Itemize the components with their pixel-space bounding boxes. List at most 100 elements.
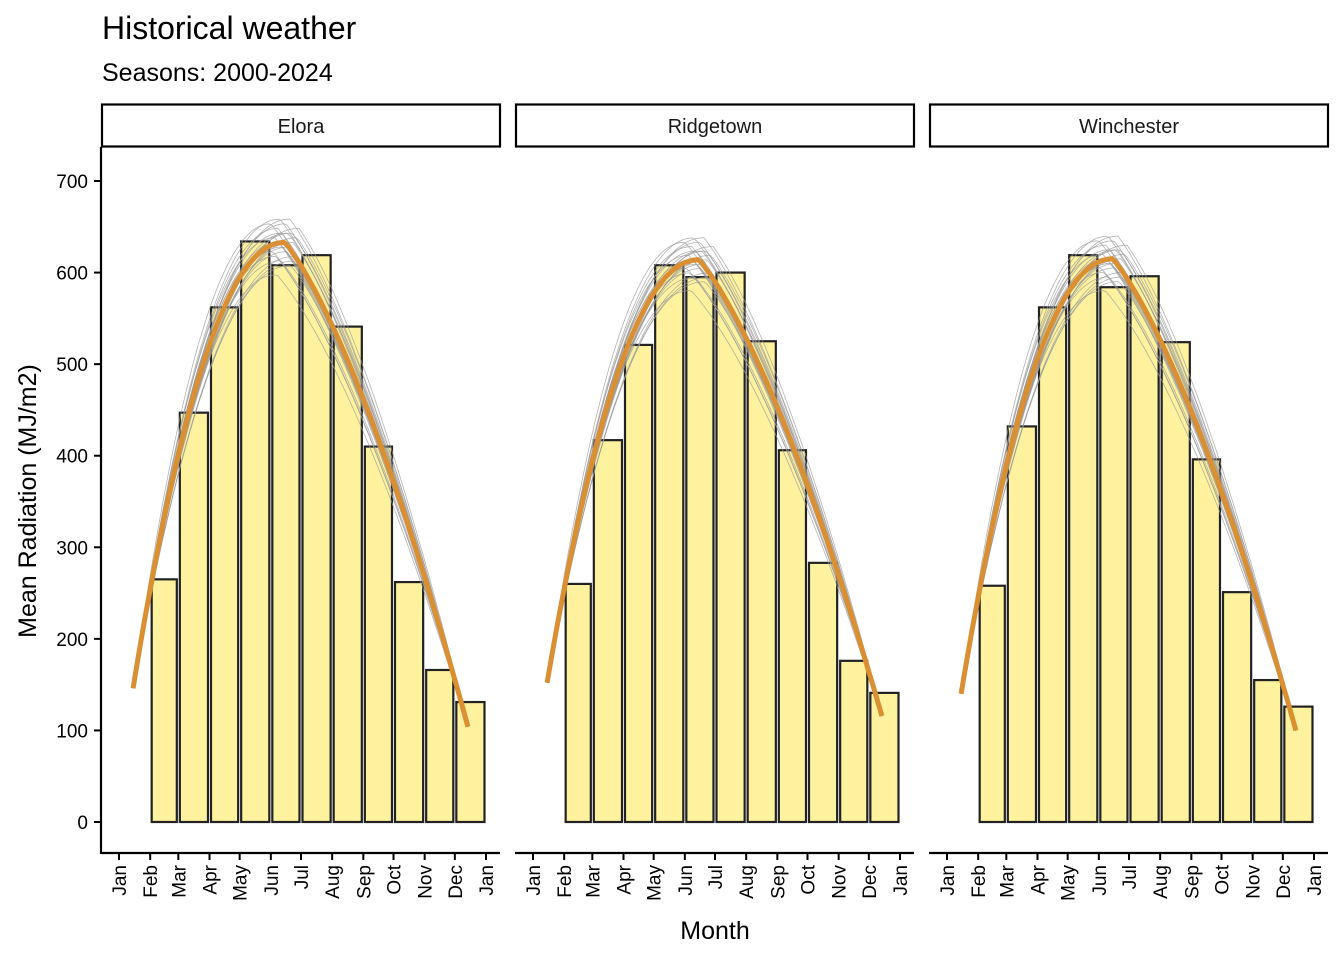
facet-panel-elora: Elora Jan Feb Mar Apr May Jun Jul Aug Sep Oct Nov De… [100,103,502,901]
x-tick-label: Mar [997,864,1018,897]
bar-aug [332,325,363,824]
facet-strip [100,103,502,148]
bar-feb [150,578,178,824]
bar-dec [869,691,900,824]
bar-jun [271,264,301,824]
year-curve-2019 [132,223,469,727]
x-tick-label: Jun [676,865,697,896]
year-curve-2017 [960,244,1297,731]
bar-mar [178,411,210,824]
bar-dec [455,700,486,824]
x-tick-label: Oct [798,864,819,894]
y-tick-label: 500 [56,355,88,376]
x-tick-label: Dec [446,865,467,899]
x-tick-label: Apr [200,864,221,894]
y-tick-label: 200 [56,630,88,651]
x-tick-label: Jan [938,865,959,896]
bar-aug [746,340,777,824]
bar-mar [592,439,624,824]
x-tick-label: Jan [110,865,131,896]
x-tick-label: Aug [737,865,758,899]
bar-feb [564,582,592,824]
x-axis-title: Month [680,917,749,945]
x-tick-label: Feb [555,865,576,898]
x-tick-label: Jan [477,865,498,896]
bar-sep [777,449,808,824]
x-tick-label: Sep [1182,865,1203,899]
x-tick-label: Dec [1274,865,1295,899]
smooth-line [130,239,471,728]
bar-sep [363,445,394,824]
bar-apr [623,343,654,824]
x-tick-label: Jun [1090,865,1111,896]
bar-may [654,264,685,824]
y-tick-label: 400 [56,447,88,468]
bar-feb [978,584,1006,824]
y-axis-title: Mean Radiation (MJ/m2) [14,364,42,638]
x-tick-label: May [231,865,252,901]
year-curve-2017 [132,227,469,727]
bar-aug [1160,341,1191,824]
x-tick-label: Jun [262,865,283,896]
bar-nov [425,668,455,824]
chart-subtitle: Seasons: 2000-2024 [102,59,333,87]
year-curve-2019 [960,240,1297,731]
x-tick-label: Jan [524,865,545,896]
x-tick-label: Jan [891,865,912,896]
bar-oct [807,561,839,824]
facet-strip-label: Winchester [1079,116,1179,138]
x-tick-label: Mar [169,864,190,897]
smooth-line [544,257,885,717]
bar-jun [685,276,715,824]
bar-jul [1129,275,1160,824]
y-tick-label: 100 [56,721,88,742]
y-tick-label: 300 [56,538,88,559]
x-tick-label: Oct [1212,864,1233,894]
smooth-line [958,256,1299,732]
x-tick-label: Dec [860,865,881,899]
bar-jul [715,271,746,824]
x-tick-label: Sep [354,865,375,899]
bar-may [240,240,271,824]
x-tick-label: Nov [1244,865,1265,899]
bar-oct [1221,591,1253,824]
x-tick-label: Nov [830,865,851,899]
x-tick-label: Jul [292,865,313,889]
facet-panels: Elora Jan Feb Mar Apr May Jun Jul Aug Sep Oct Nov De… [100,103,1330,901]
bar-apr [1037,306,1068,824]
bar-jul [301,254,332,824]
year-curve-2019 [546,241,883,716]
x-tick-label: Nov [416,865,437,899]
bar-sep [1191,458,1222,824]
chart-title: Historical weather [102,10,357,46]
facet-panel-ridgetown: Ridgetown Jan Feb Mar Apr May Jun Jul Aug Sep Oct N… [514,103,916,901]
bar-oct [393,580,425,824]
x-tick-label: Oct [384,864,405,894]
x-tick-label: May [645,865,666,901]
x-tick-label: Feb [969,865,990,898]
x-tick-label: Aug [323,865,344,899]
x-tick-label: Jul [706,865,727,889]
x-tick-label: Mar [583,864,604,897]
facet-strip [514,103,916,148]
x-tick-label: Sep [768,865,789,899]
bar-may [1068,254,1099,824]
x-tick-label: Apr [1028,864,1049,894]
y-axis: 0 100 200 300 400 500 600 700 [56,147,103,854]
y-tick-label: 700 [56,172,88,193]
bar-mar [1006,425,1038,824]
x-tick-label: Feb [141,865,162,898]
bar-dec [1283,705,1314,824]
y-tick-label: 0 [77,813,88,834]
bar-apr [209,306,240,824]
year-curve-2017 [546,246,883,716]
y-tick-label: 600 [56,264,88,285]
bar-nov [1253,678,1283,824]
x-tick-label: Apr [614,864,635,894]
facet-strip-label: Elora [278,116,326,138]
bar-nov [839,659,869,824]
x-tick-label: Jan [1305,865,1326,896]
bar-jun [1099,286,1129,824]
facet-strip [928,103,1330,148]
